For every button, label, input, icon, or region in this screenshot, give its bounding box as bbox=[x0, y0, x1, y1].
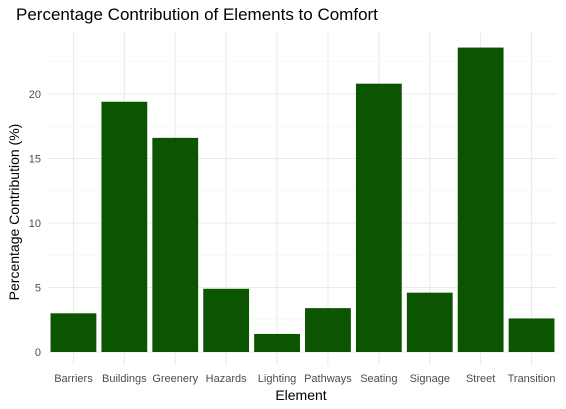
bar-transition bbox=[508, 318, 555, 352]
x-axis-title: Element bbox=[275, 387, 326, 403]
bar-buildings bbox=[101, 101, 148, 353]
y-tick-label: 5 bbox=[35, 283, 41, 295]
x-tick-label: Transition bbox=[508, 373, 556, 385]
bar-pathways bbox=[305, 308, 351, 352]
bar-seating bbox=[355, 83, 402, 353]
y-axis-title: Percentage Contribution (%) bbox=[6, 124, 22, 301]
x-tick-label: Pathways bbox=[304, 373, 352, 385]
x-tick-label: Signage bbox=[410, 373, 450, 385]
x-tick-label: Barriers bbox=[54, 373, 93, 385]
x-tick-label: Hazards bbox=[206, 373, 247, 385]
y-tick-label: 10 bbox=[29, 218, 41, 230]
bars bbox=[50, 47, 555, 353]
bar-lighting bbox=[254, 333, 300, 352]
bar-signage bbox=[406, 292, 453, 352]
x-tick-label: Lighting bbox=[258, 373, 297, 385]
x-tick-label: Buildings bbox=[102, 373, 147, 385]
bar-hazards bbox=[203, 288, 250, 352]
y-axis-ticks: 0 5 10 15 20 bbox=[29, 89, 41, 359]
bar-street bbox=[457, 47, 504, 353]
x-axis-ticks: Barriers Buildings Greenery Hazards Lighting… bbox=[54, 373, 555, 385]
x-tick-label: Street bbox=[466, 373, 495, 385]
y-tick-label: 20 bbox=[29, 89, 41, 101]
chart-title: Percentage Contribution of Elements to C… bbox=[16, 5, 378, 24]
y-tick-label: 0 bbox=[35, 347, 41, 359]
x-tick-label: Greenery bbox=[152, 373, 198, 385]
x-tick-label: Seating bbox=[360, 373, 397, 385]
y-tick-label: 15 bbox=[29, 154, 41, 166]
bar-greenery bbox=[152, 137, 199, 352]
bar-barriers bbox=[50, 313, 97, 352]
